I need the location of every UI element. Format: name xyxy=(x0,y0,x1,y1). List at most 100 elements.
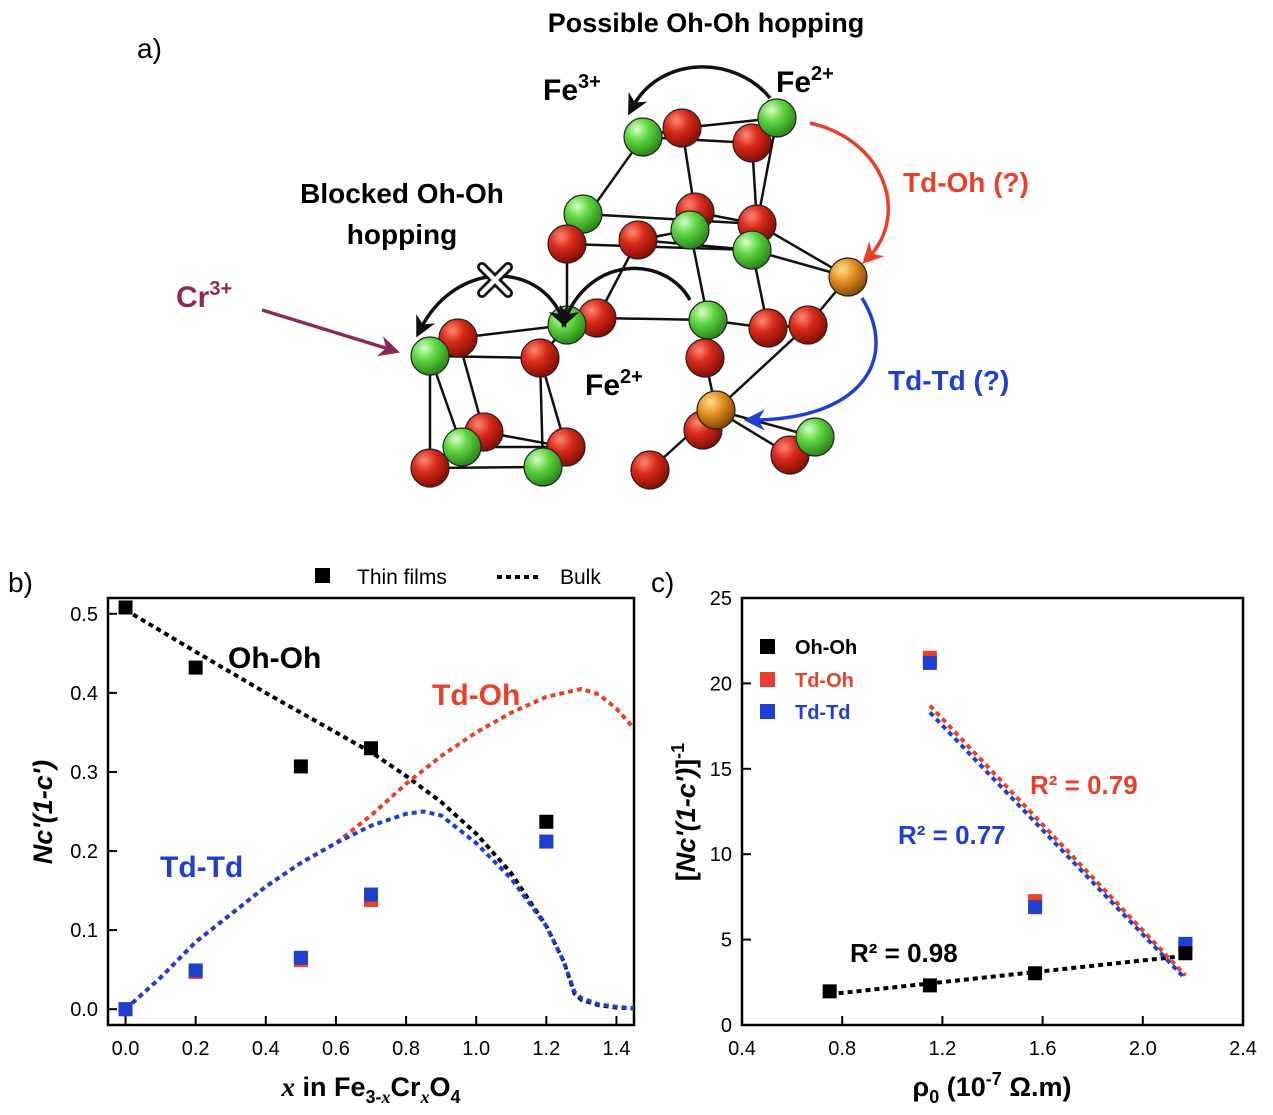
y-tick-label: 0.3 xyxy=(70,762,98,784)
legend-thin-films-marker xyxy=(315,568,330,583)
x-tick-label: 1.0 xyxy=(462,1038,490,1060)
x-tick-label: 1.2 xyxy=(928,1038,956,1060)
legend-td-oh-text: Td-Oh xyxy=(795,670,854,692)
plot-c-frame xyxy=(740,596,1245,1027)
fe2-hopping-arrow xyxy=(559,266,692,328)
bond xyxy=(582,212,758,226)
point-td-td xyxy=(922,655,937,670)
panel-c-chart: c) 0.4 0.8 1.2 1.6 2.0 2.4 0 5 10 15 20 25 Oh-Oh Td… xyxy=(651,567,1257,1107)
x-tick-label: 1.6 xyxy=(1029,1038,1057,1060)
octahedral-atom xyxy=(623,117,663,157)
point-oh-oh xyxy=(118,600,133,615)
x-tick-label: 1.4 xyxy=(603,1038,631,1060)
label-oh-oh: Oh-Oh xyxy=(228,642,321,675)
blocked-cross-inner xyxy=(479,264,511,296)
legend-bulk-text: Bulk xyxy=(560,566,601,589)
y-tick-label: 0.1 xyxy=(70,920,98,942)
plot-c-legend: Oh-Oh Td-Oh Td-Td xyxy=(760,637,857,724)
x-tick-label: 0.2 xyxy=(182,1038,210,1060)
curve-td-td xyxy=(124,809,635,1011)
plot-b-points xyxy=(118,600,554,1017)
legend-td-td-text: Td-Td xyxy=(795,702,851,724)
oxygen-atom xyxy=(662,108,702,148)
fe2-middle-label: Fe2+ xyxy=(585,366,643,402)
legend-td-oh-marker xyxy=(760,672,775,687)
td-td-label: Td-Td (?) xyxy=(888,365,1009,396)
plot-c-xlabel: ρ0 (10-7 Ω.m) xyxy=(913,1069,1072,1107)
y-tick-label: 25 xyxy=(710,588,732,610)
point-oh-oh xyxy=(922,978,937,993)
point-oh-oh xyxy=(1028,966,1043,981)
point-td-td xyxy=(188,963,203,978)
point-oh-oh xyxy=(822,984,837,999)
tetrahedral-atom xyxy=(828,257,868,297)
y-tick-label: 0.5 xyxy=(70,604,98,626)
x-tick-label: 0.4 xyxy=(252,1038,280,1060)
y-tick-label: 10 xyxy=(710,844,732,866)
curve-td-td xyxy=(928,711,1187,981)
y-tick-label: 0 xyxy=(721,1015,732,1037)
x-tick-label: 2.0 xyxy=(1129,1038,1157,1060)
td-oh-label: Td-Oh (?) xyxy=(903,167,1029,198)
panel-b-label: b) xyxy=(8,567,33,598)
x-tick-label: 1.2 xyxy=(532,1038,560,1060)
x-tick-label: 0.8 xyxy=(828,1038,856,1060)
point-td-td xyxy=(293,950,308,965)
oxygen-atom xyxy=(748,308,788,348)
panel-c-label: c) xyxy=(651,567,674,598)
y-tick-label: 0.4 xyxy=(70,683,98,705)
plot-b-ticks: 0.0 0.2 0.4 0.6 0.8 1.0 1.2 1.4 0.0 0.1 0.2 0.3 0.4 0… xyxy=(70,604,630,1060)
plot-b-xlabel: x in Fe3-xCrxO4 xyxy=(280,1072,460,1107)
y-tick-label: 0.2 xyxy=(70,841,98,863)
octahedral-atom xyxy=(795,417,835,457)
bond xyxy=(715,324,809,411)
octahedral-atom xyxy=(410,336,450,376)
point-oh-oh xyxy=(293,759,308,774)
oxygen-atom xyxy=(788,305,828,345)
point-oh-oh xyxy=(364,741,378,756)
tetrahedral-atom xyxy=(696,390,736,430)
possible-hopping-arrow xyxy=(628,65,772,116)
blocked-hopping-line2: hopping xyxy=(347,219,457,250)
panel-a-crystal-structure: a) Possible Oh-Oh hopping Fe3+ Fe2+ Fe2+… xyxy=(137,8,1029,490)
y-tick-label: 20 xyxy=(710,673,732,695)
point-td-td xyxy=(1028,900,1043,915)
curve-td-oh xyxy=(124,686,636,1011)
x-tick-label: 0.8 xyxy=(392,1038,420,1060)
td-td-arrow xyxy=(743,297,878,431)
label-td-td: Td-Td xyxy=(160,851,243,884)
plot-c-fit-lines xyxy=(829,704,1187,997)
fe2-top-label: Fe2+ xyxy=(776,63,834,99)
x-tick-label: 0.6 xyxy=(322,1038,350,1060)
oxygen-atom xyxy=(685,338,725,378)
plot-b-frame xyxy=(106,596,636,1027)
octahedral-atom xyxy=(732,230,772,270)
point-td-td xyxy=(539,834,554,849)
oxygen-atom xyxy=(547,224,587,264)
r2-td-td: R² = 0.77 xyxy=(898,820,1006,850)
x-tick-label: 0.4 xyxy=(728,1038,756,1060)
cr-pointer-arrow xyxy=(261,308,401,357)
y-tick-label: 0.0 xyxy=(70,999,98,1021)
legend-oh-oh-marker xyxy=(760,639,775,654)
plot-b-bulk-curves xyxy=(124,608,636,1011)
oxygen-atom xyxy=(732,123,772,163)
r2-oh-oh: R² = 0.98 xyxy=(850,938,958,968)
td-oh-arrow xyxy=(809,121,891,265)
y-tick-label: 5 xyxy=(721,930,732,952)
curve-td-oh xyxy=(928,704,1187,977)
curve-oh-oh xyxy=(829,953,1186,997)
octahedral-atom xyxy=(523,447,563,487)
cr3-label: Cr3+ xyxy=(176,278,232,314)
panel-b-chart: b) Thin films Bulk 0.0 0.2 0.4 0.6 0.8 1.0 1.2… xyxy=(8,566,636,1107)
point-oh-oh xyxy=(1178,946,1193,961)
blocked-hopping-line1: Blocked Oh-Oh xyxy=(300,178,504,209)
point-oh-oh xyxy=(188,660,203,675)
octahedral-atom xyxy=(442,427,482,467)
bond xyxy=(566,242,753,252)
oxygen-atom xyxy=(618,220,658,260)
oxygen-atom xyxy=(520,338,560,378)
plot-c-ticks: 0.4 0.8 1.2 1.6 2.0 2.4 0 5 10 15 20 25 xyxy=(710,588,1257,1060)
oxygen-atom xyxy=(630,450,670,490)
